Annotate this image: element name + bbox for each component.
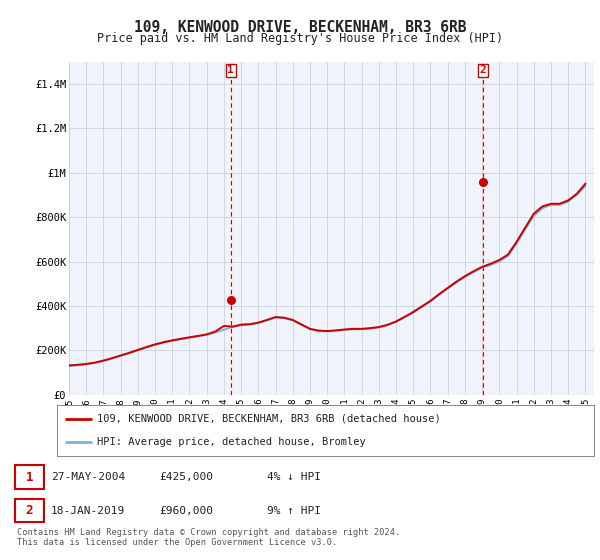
Text: Price paid vs. HM Land Registry's House Price Index (HPI): Price paid vs. HM Land Registry's House … bbox=[97, 32, 503, 45]
Text: 18-JAN-2019: 18-JAN-2019 bbox=[51, 506, 125, 516]
Text: 27-MAY-2004: 27-MAY-2004 bbox=[51, 472, 125, 482]
Text: 4% ↓ HPI: 4% ↓ HPI bbox=[267, 472, 321, 482]
Text: Contains HM Land Registry data © Crown copyright and database right 2024.
This d: Contains HM Land Registry data © Crown c… bbox=[17, 528, 400, 547]
Text: 109, KENWOOD DRIVE, BECKENHAM, BR3 6RB (detached house): 109, KENWOOD DRIVE, BECKENHAM, BR3 6RB (… bbox=[97, 414, 441, 424]
Text: 2: 2 bbox=[479, 66, 487, 76]
Text: £960,000: £960,000 bbox=[159, 506, 213, 516]
Text: HPI: Average price, detached house, Bromley: HPI: Average price, detached house, Brom… bbox=[97, 437, 366, 447]
Text: 1: 1 bbox=[227, 66, 234, 76]
Text: 9% ↑ HPI: 9% ↑ HPI bbox=[267, 506, 321, 516]
Text: £425,000: £425,000 bbox=[159, 472, 213, 482]
Text: 109, KENWOOD DRIVE, BECKENHAM, BR3 6RB: 109, KENWOOD DRIVE, BECKENHAM, BR3 6RB bbox=[134, 20, 466, 35]
Text: 1: 1 bbox=[26, 470, 33, 484]
Text: 2: 2 bbox=[26, 504, 33, 517]
